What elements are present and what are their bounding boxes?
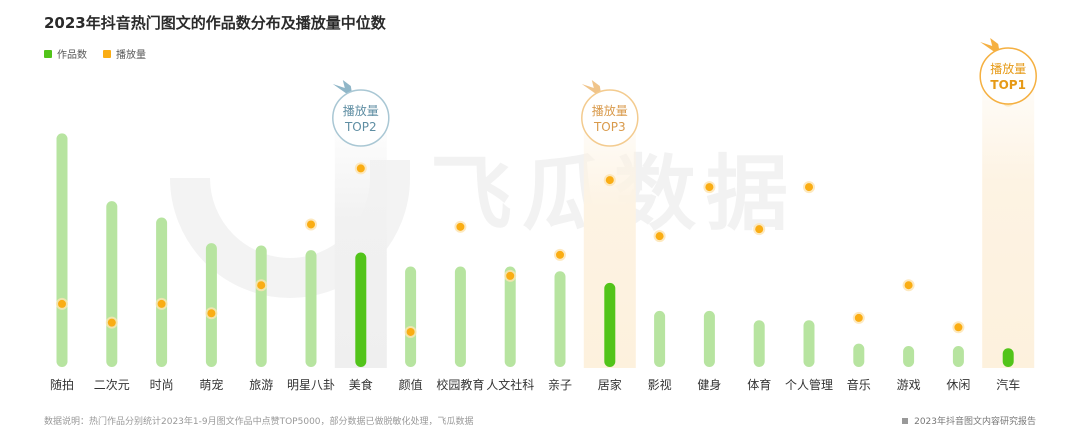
highlight-layer	[334, 80, 1035, 368]
dot-layer	[56, 94, 1015, 338]
badge-line2: TOP2	[344, 120, 377, 134]
dot-e9a29ce580bc	[406, 327, 415, 336]
tick-label-e5bdb1e8a786: 影视	[648, 377, 672, 392]
bar-e5b185e5aeb6	[604, 282, 616, 367]
bar-e6b8b8e6888f	[903, 345, 915, 367]
tick-label-e7be8ee9a39f: 美食	[349, 377, 373, 392]
tick-label-e697b6e5b09a: 时尚	[150, 378, 174, 392]
dot-e4bd93e882b2	[755, 225, 764, 234]
chart-legend: 作品数 播放量	[44, 46, 146, 61]
bar-e4b8aae4babae7aea1e79086	[803, 320, 815, 367]
badge-circle	[581, 89, 639, 147]
badge-circle	[332, 89, 390, 147]
highlight-column-e6b1bde8bda6	[982, 80, 1035, 368]
dot-e6988ee6989fe585abe58da6	[307, 220, 315, 229]
tick-label-e4babae69687e7a4bee7a791: 人文社科	[486, 377, 534, 392]
bar-e581a5e8baab	[703, 310, 715, 367]
legend-swatch-works	[44, 49, 52, 58]
dot-e99a8fe68b8d	[58, 299, 66, 308]
badge-layer: 播放量 TOP1 播放量 TOP2 播放量 TOP3	[332, 38, 1037, 147]
bar-e4ba8ce6aca1e58583	[106, 201, 118, 367]
dot-e6b8b8e6888f	[904, 281, 913, 290]
tick-label-e8908ce5aea0: 萌宠	[199, 377, 223, 392]
bar-e9a29ce580bc	[405, 266, 417, 367]
bar-e4bc91e997b2	[952, 345, 964, 367]
dot-e5b185e5aeb6	[605, 176, 614, 185]
bar-e697b6e5b09a	[156, 217, 168, 367]
badge-line1: 播放量	[990, 61, 1026, 76]
tick-label-e69785e6b8b8: 旅游	[249, 378, 273, 392]
dot-e6a0a1e59bade69599e882b2	[456, 222, 465, 231]
footer-square-icon	[902, 417, 909, 424]
tick-label-e4bab2e5ad90: 亲子	[548, 378, 572, 392]
tick-label-e6b1bde8bda6: 汽车	[996, 377, 1020, 392]
legend-item-works: 作品数	[44, 46, 87, 61]
bar-e6a0a1e59bade69599e882b2	[454, 266, 466, 367]
badge-line1: 播放量	[343, 103, 379, 118]
tick-label-e6a0a1e59bade69599e882b2: 校园教育	[436, 377, 484, 392]
bar-e99fb3e4b990	[853, 343, 865, 367]
dot-e4babae69687e7a4bee7a791	[506, 271, 515, 280]
legend-label-plays: 播放量	[116, 50, 146, 61]
bar-e8908ce5aea0	[205, 243, 217, 367]
label-layer: 随拍 二次元 时尚 萌宠 旅游 明星八卦 美食 颜值 校园教育 人文社科 亲子 居家 影视 健身 体育 个人管…	[50, 377, 1020, 392]
dot-e697b6e5b09a	[157, 299, 166, 308]
watermark-layer: 飞瓜数据	[170, 147, 788, 298]
dot-e99fb3e4b990	[854, 313, 863, 322]
badge-circle	[979, 47, 1037, 105]
chart-title: 2023年抖音热门图文的作品数分布及播放量中位数	[44, 14, 386, 32]
bar-e4bab2e5ad90	[554, 271, 566, 367]
bar-e4babae69687e7a4bee7a791	[504, 266, 516, 367]
tick-label-e6b8b8e6888f: 游戏	[897, 378, 921, 392]
badge-line1: 播放量	[592, 103, 628, 118]
tick-label-e4bc91e997b2: 休闲	[946, 378, 970, 392]
bar-e6988ee6989fe585abe58da6	[305, 250, 317, 367]
tick-label-e9a29ce580bc: 颜值	[399, 377, 423, 392]
footer-note: 数据说明：热门作品分别统计2023年1-9月图文作品中点赞TOP5000，部分数…	[44, 417, 474, 427]
tick-label-e4ba8ce6aca1e58583: 二次元	[94, 378, 130, 392]
legend-swatch-plays	[103, 49, 111, 58]
dot-e8908ce5aea0	[207, 309, 216, 318]
bar-e99a8fe68b8d	[56, 133, 68, 367]
bar-e5bdb1e8a786	[654, 310, 666, 367]
legend-label-works: 作品数	[57, 50, 87, 61]
bar-e7be8ee9a39f	[355, 252, 367, 367]
badge-line2: TOP3	[593, 120, 626, 134]
badge-top1: 播放量 TOP1	[979, 38, 1037, 105]
tick-label-e6988ee6989fe585abe58da6: 明星八卦	[287, 378, 335, 392]
dot-e4bab2e5ad90	[556, 250, 564, 259]
dot-e581a5e8baab	[705, 183, 714, 192]
bar-e6b1bde8bda6	[1002, 348, 1014, 367]
bar-e69785e6b8b8	[255, 245, 267, 367]
dot-e4b8aae4babae7aea1e79086	[805, 183, 813, 192]
tick-label-e99a8fe68b8d: 随拍	[50, 377, 74, 392]
tick-label-e4b8aae4babae7aea1e79086: 个人管理	[785, 377, 833, 392]
bar-e4bd93e882b2	[753, 320, 765, 367]
tick-label-e99fb3e4b990: 音乐	[847, 377, 871, 392]
footer-source: 2023年抖音图文内容研究报告	[902, 414, 1036, 427]
badge-top3: 播放量 TOP3	[581, 80, 639, 147]
dot-e4ba8ce6aca1e58583	[107, 318, 116, 327]
tick-label-e5b185e5aeb6: 居家	[598, 377, 622, 392]
legend-item-plays: 播放量	[103, 46, 146, 61]
dot-e7be8ee9a39f	[356, 164, 365, 173]
dot-e5bdb1e8a786	[655, 232, 664, 241]
tick-label-e581a5e8baab: 健身	[697, 377, 721, 392]
dot-e4bc91e997b2	[954, 323, 963, 332]
dot-e69785e6b8b8	[257, 281, 266, 290]
footer-source-text: 2023年抖音图文内容研究报告	[914, 417, 1036, 427]
badge-top2: 播放量 TOP2	[332, 80, 390, 147]
tick-label-e4bd93e882b2: 体育	[747, 377, 771, 392]
badge-line2: TOP1	[990, 78, 1026, 92]
